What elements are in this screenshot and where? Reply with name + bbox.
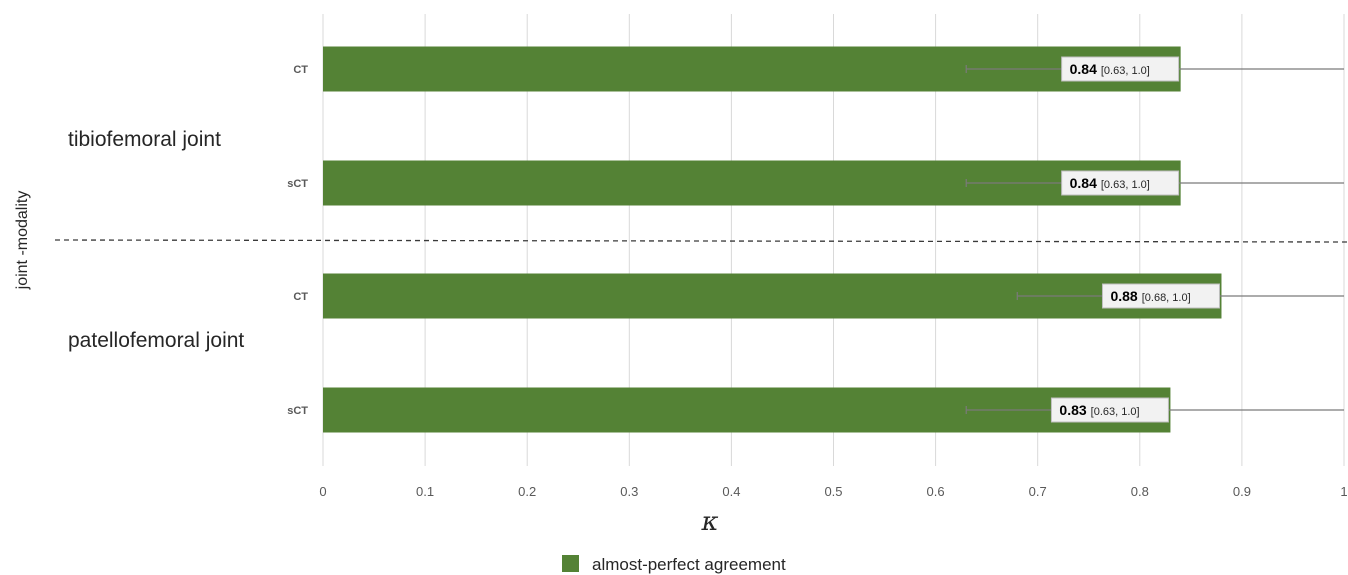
group-divider [54,239,1348,243]
value-label-box [1101,283,1220,309]
category-label: sCT [287,178,308,190]
x-tick-label: 0.9 [1233,484,1251,499]
x-tick-label: 0.8 [1131,484,1149,499]
value-label: 0.84 [0.63, 1.0] [1070,175,1150,191]
x-tick-label: 0 [319,484,326,499]
legend-swatch [562,555,579,572]
group-labels: tibiofemoral joint patellofemoral joint [68,128,244,352]
x-tick-label: 0.2 [518,484,536,499]
group-label: tibiofemoral joint [68,128,221,151]
category-label: sCT [287,405,308,417]
category-label: CT [293,291,308,303]
value-label: 0.88 [0.68, 1.0] [1110,288,1190,304]
x-axis-ticks: 0 0.1 0.2 0.3 0.4 0.5 0.6 0.7 0.8 0.9 1 [319,484,1347,499]
x-tick-label: 0.7 [1029,484,1047,499]
value-label: 0.83 [0.63, 1.0] [1059,402,1139,418]
value-label-box [1061,56,1180,82]
x-axis-title: κ [700,507,718,537]
bars [323,46,1222,433]
category-labels: CT sCT CT sCT [287,64,308,417]
x-tick-label: 0.3 [620,484,638,499]
x-tick-label: 1 [1340,484,1347,499]
y-axis-title: joint -modality [14,191,31,291]
legend-label: almost-perfect agreement [592,555,786,574]
value-label-box [1050,397,1169,423]
category-label: CT [293,64,308,76]
x-tick-label: 0.6 [927,484,945,499]
x-tick-label: 0.1 [416,484,434,499]
x-tick-label: 0.5 [824,484,842,499]
value-labels: 0.84 [0.63, 1.0] 0.84 [0.63, 1.0] 0.88 [0.68,… [1050,56,1220,423]
legend: almost-perfect agreement [562,555,786,574]
x-tick-label: 0.4 [722,484,740,499]
value-label: 0.84 [0.63, 1.0] [1070,61,1150,77]
value-label-box [1061,170,1180,196]
error-bars [965,65,1344,414]
group-label: patellofemoral joint [68,329,244,352]
